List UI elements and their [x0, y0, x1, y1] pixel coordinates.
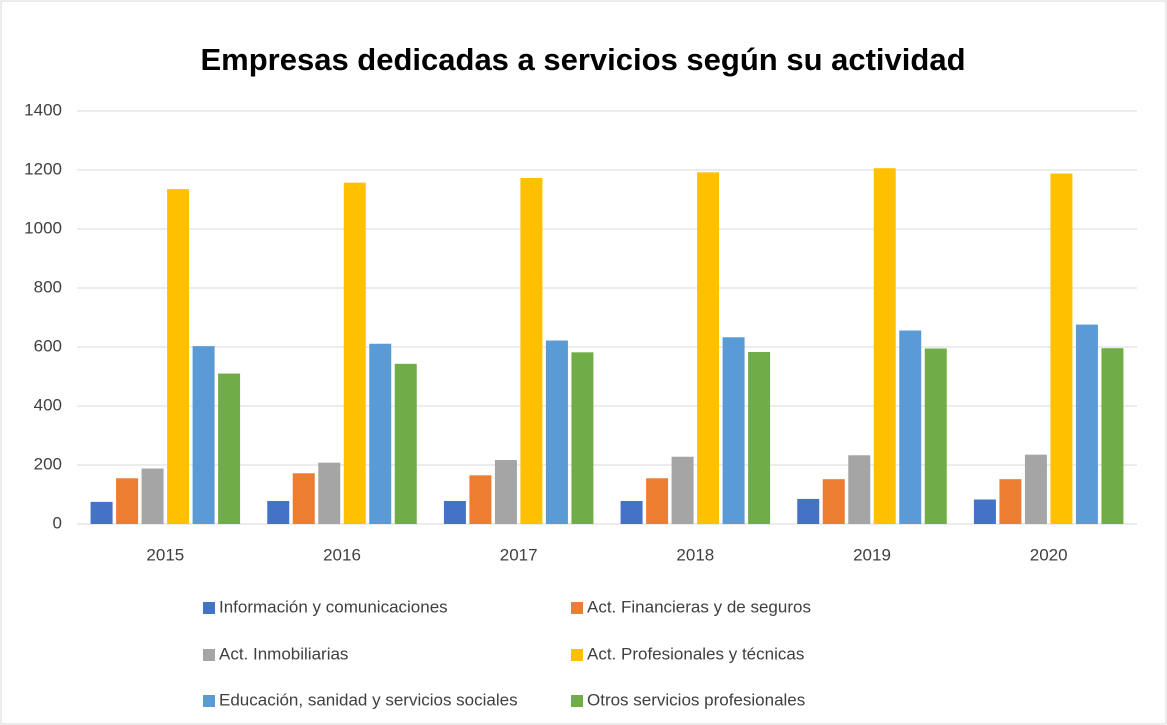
x-tick-label: 2018	[676, 545, 714, 564]
bar	[873, 168, 896, 525]
x-tick-label: 2020	[1030, 545, 1068, 564]
legend-label: Act. Inmobiliarias	[219, 644, 348, 663]
legend-label: Información y comunicaciones	[219, 597, 448, 616]
legend-swatch	[571, 602, 583, 614]
bar	[822, 479, 845, 524]
legend-label: Otros servicios profesionales	[587, 690, 805, 709]
bar	[267, 500, 290, 524]
y-tick-label: 200	[34, 454, 62, 473]
bar	[494, 459, 517, 524]
y-tick-label: 800	[34, 277, 62, 296]
bar	[1024, 454, 1047, 524]
bar	[1075, 324, 1098, 524]
bar	[90, 501, 113, 524]
bar	[394, 363, 417, 524]
y-tick-label: 1400	[24, 100, 62, 119]
bar	[469, 475, 492, 524]
bar	[369, 343, 392, 524]
bar	[722, 337, 745, 524]
legend-swatch	[571, 649, 583, 661]
bar	[141, 468, 164, 524]
bar	[973, 499, 996, 524]
bar	[292, 473, 315, 524]
chart-title: Empresas dedicadas a servicios según su …	[200, 42, 965, 77]
bar	[192, 346, 215, 524]
legend-swatch	[571, 695, 583, 707]
bar	[797, 498, 820, 524]
y-tick-label: 600	[34, 336, 62, 355]
bar	[443, 500, 466, 524]
legend-swatch	[203, 602, 215, 614]
legend-swatch	[203, 695, 215, 707]
bar	[520, 177, 543, 524]
x-tick-label: 2017	[500, 545, 538, 564]
bar	[343, 182, 366, 524]
legend-label: Act. Profesionales y técnicas	[587, 644, 804, 663]
bar	[924, 348, 947, 524]
bar	[620, 500, 643, 524]
x-tick-label: 2015	[146, 545, 184, 564]
bar	[899, 330, 922, 524]
legend-swatch	[203, 649, 215, 661]
bar	[571, 352, 594, 524]
bar	[999, 479, 1022, 524]
x-tick-label: 2019	[853, 545, 891, 564]
bar	[318, 462, 341, 524]
bar	[545, 340, 568, 524]
bar	[748, 352, 771, 524]
bar	[1050, 173, 1073, 525]
bar	[167, 189, 190, 525]
bar	[646, 478, 669, 524]
y-tick-label: 0	[53, 513, 62, 532]
bar	[848, 455, 871, 524]
y-tick-label: 400	[34, 395, 62, 414]
legend-label: Act. Financieras y de seguros	[587, 597, 811, 616]
bar	[671, 456, 694, 524]
bar	[1101, 348, 1124, 524]
bar	[218, 373, 241, 524]
bar	[116, 478, 139, 524]
bar	[697, 172, 720, 525]
y-tick-label: 1000	[24, 218, 62, 237]
legend-label: Educación, sanidad y servicios sociales	[219, 690, 518, 709]
y-tick-label: 1200	[24, 159, 62, 178]
x-tick-label: 2016	[323, 545, 361, 564]
